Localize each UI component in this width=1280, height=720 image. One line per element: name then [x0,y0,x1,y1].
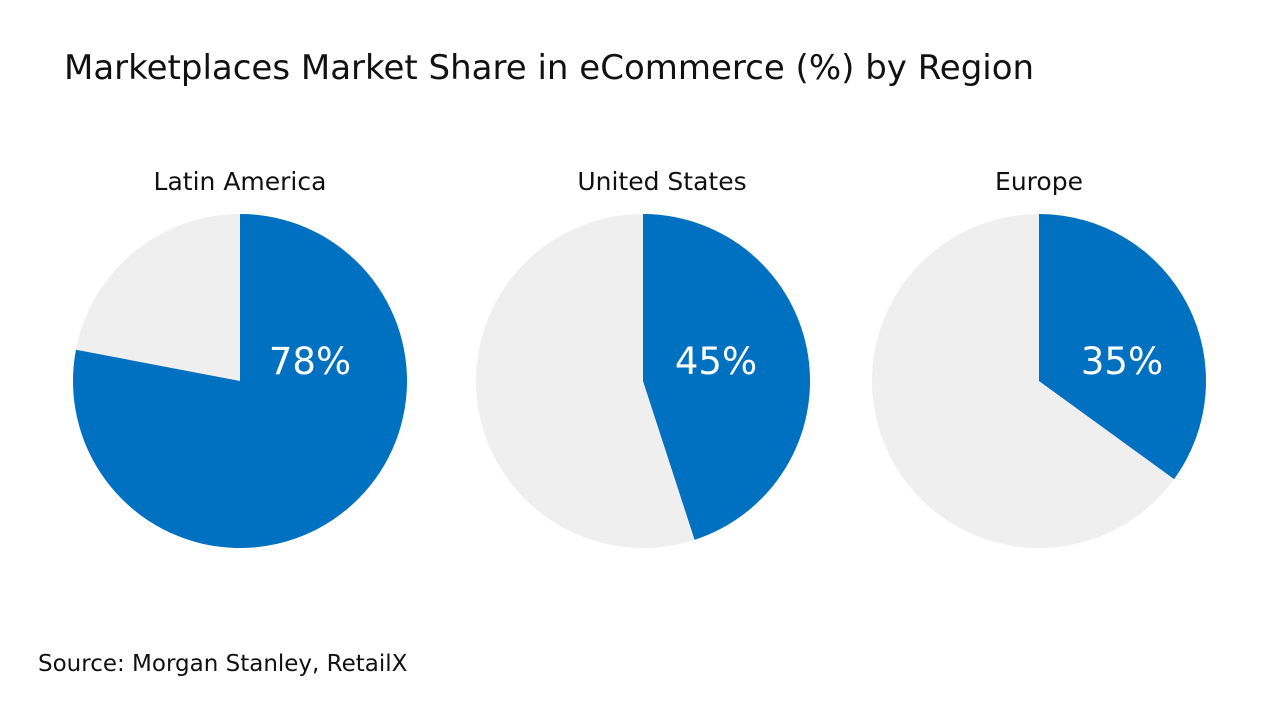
pie-value-label-europe: 35% [1081,340,1163,383]
pie-value-label-united-states: 45% [675,340,757,383]
source-note: Source: Morgan Stanley, RetailX [38,651,408,677]
pie-latin-america: Latin America 78% [73,167,408,548]
pie-title-europe: Europe [995,167,1083,196]
pie-title-united-states: United States [577,167,746,196]
pie-value-label-latin-america: 78% [269,340,351,383]
pie-slice-europe [1039,214,1207,480]
pie-slice-latin-america [73,213,408,548]
pie-united-states: United States 45% [476,167,811,548]
chart-title: Marketplaces Market Share in eCommerce (… [64,48,1035,88]
pie-title-latin-america: Latin America [154,167,327,196]
pie-slice-united-states [643,214,811,540]
pie-europe: Europe 35% [872,167,1207,548]
